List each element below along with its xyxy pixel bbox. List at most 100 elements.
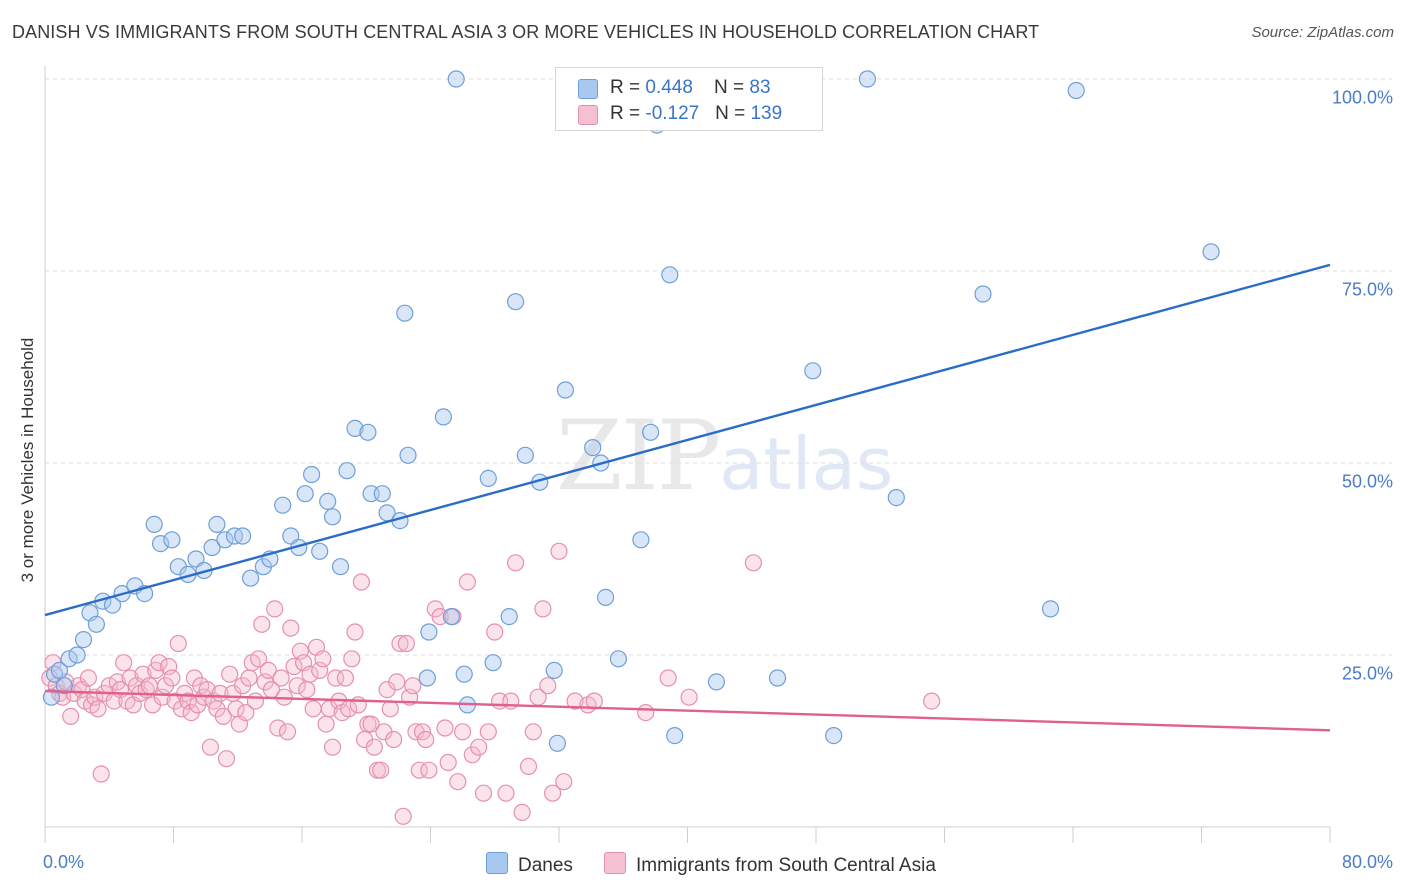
dane-point-45 [399, 446, 417, 464]
immigrant-point-66 [259, 661, 277, 680]
immigrant-point-113 [410, 761, 428, 779]
immigrant-point-104 [381, 700, 399, 718]
immigrant-point-14 [89, 700, 107, 718]
dane-point-49 [434, 408, 452, 426]
legend-item-immigrants: Immigrants from South Central Asia [604, 852, 936, 876]
dane-point-58 [516, 446, 534, 464]
immigrant-point-109 [397, 634, 415, 653]
danes-legend-swatch [486, 852, 508, 874]
dane-point-80 [1041, 600, 1060, 618]
immigrant-point-59 [237, 703, 255, 722]
immigrant-point-78 [298, 680, 316, 699]
dane-trend-line [44, 263, 1331, 617]
dane-point-5 [68, 646, 86, 664]
immigrant-point-141 [550, 542, 568, 560]
watermark: ZIPatlas [556, 400, 893, 512]
n-value-danes: 83 [749, 77, 771, 98]
y-tick-label-50: 50.0% [1341, 471, 1393, 492]
immigrant-point-93 [346, 623, 364, 641]
dane-point-22 [208, 515, 226, 534]
immigrant-point-75 [288, 677, 306, 695]
dane-point-23 [216, 531, 234, 549]
watermark-zip: ZIP [556, 400, 721, 512]
dane-point-77 [858, 70, 877, 88]
immigrant-point-129 [486, 623, 504, 641]
dane-point-32 [296, 485, 314, 503]
dane-point-74 [768, 669, 787, 687]
correlation-legend: R = 0.448 N = 83 R = -0.127 N = 139 [555, 67, 823, 131]
immigrant-point-128 [479, 723, 497, 741]
dane-point-48 [420, 623, 438, 641]
immigrant-point-139 [539, 677, 557, 695]
danes-swatch [578, 79, 598, 99]
immigrant-point-105 [385, 730, 403, 749]
immigrant-point-87 [327, 669, 345, 687]
n-label: N = [714, 77, 750, 98]
dane-point-36 [323, 508, 342, 526]
dane-point-16 [163, 531, 181, 549]
immigrant-point-145 [585, 692, 603, 710]
dane-point-2 [50, 661, 69, 680]
dane-point-35 [319, 492, 337, 510]
immigrants-swatch [578, 105, 598, 125]
immigrant-point-48 [201, 738, 219, 756]
legend-item-danes: Danes [486, 852, 573, 876]
immigrant-point-95 [352, 573, 370, 591]
immigrant-point-149 [744, 554, 763, 572]
immigrant-point-90 [336, 669, 354, 687]
immigrant-point-123 [454, 723, 472, 741]
immigrant-point-116 [420, 761, 438, 779]
immigrant-point-36 [163, 669, 181, 687]
dane-point-81 [1067, 81, 1085, 100]
immigrant-point-127 [474, 784, 493, 802]
immigrant-point-108 [394, 807, 412, 825]
dane-point-54 [479, 469, 497, 487]
dane-point-15 [152, 534, 170, 553]
y-tick-label-75: 75.0% [1341, 279, 1393, 300]
dane-point-33 [303, 465, 321, 484]
immigrant-point-38 [169, 634, 187, 653]
dane-point-3 [55, 677, 73, 695]
dane-point-14 [145, 515, 163, 534]
immigrant-point-64 [253, 615, 271, 633]
dane-point-75 [804, 362, 822, 380]
dane-point-76 [825, 726, 843, 745]
dane-point-68 [641, 423, 660, 441]
immigrant-point-72 [278, 723, 297, 741]
immigrant-point-63 [250, 650, 268, 668]
immigrant-point-143 [566, 692, 584, 710]
dane-point-67 [632, 531, 650, 549]
immigrant-point-142 [555, 773, 573, 791]
immigrant-point-148 [680, 688, 698, 706]
y-tick-label-25: 25.0% [1341, 663, 1393, 684]
dane-point-57 [506, 293, 525, 311]
immigrant-point-119 [436, 719, 454, 737]
dane-point-70 [661, 266, 679, 284]
dane-point-78 [887, 489, 905, 507]
immigrant-point-101 [372, 761, 390, 779]
immigrant-point-92 [343, 650, 361, 668]
immigrant-point-134 [513, 803, 531, 822]
immigrant-point-32 [150, 654, 168, 672]
dane-point-38 [338, 462, 356, 480]
immigrant-point-136 [524, 723, 542, 741]
dane-point-34 [311, 542, 329, 560]
chart-title: DANISH VS IMMIGRANTS FROM SOUTH CENTRAL … [12, 22, 1040, 42]
x-tick-label-min: 0.0% [43, 852, 85, 872]
immigrant-point-120 [439, 753, 457, 772]
x-tick-label-max: 80.0% [1341, 852, 1393, 872]
immigrant-point-68 [266, 600, 284, 618]
immigrant-point-6 [62, 707, 80, 726]
immigrant-trend-line [44, 689, 1331, 732]
dane-point-50 [442, 607, 460, 626]
dane-point-65 [596, 588, 615, 607]
immigrant-point-107 [391, 634, 409, 653]
source-label: Source: ZipAtlas.com [1251, 24, 1394, 41]
immigrant-point-111 [404, 677, 422, 695]
immigrant-point-53 [217, 750, 236, 768]
immigrant-point-124 [458, 573, 476, 591]
dane-point-42 [373, 485, 391, 503]
immigrant-point-122 [449, 773, 467, 791]
dane-point-4 [60, 650, 78, 668]
